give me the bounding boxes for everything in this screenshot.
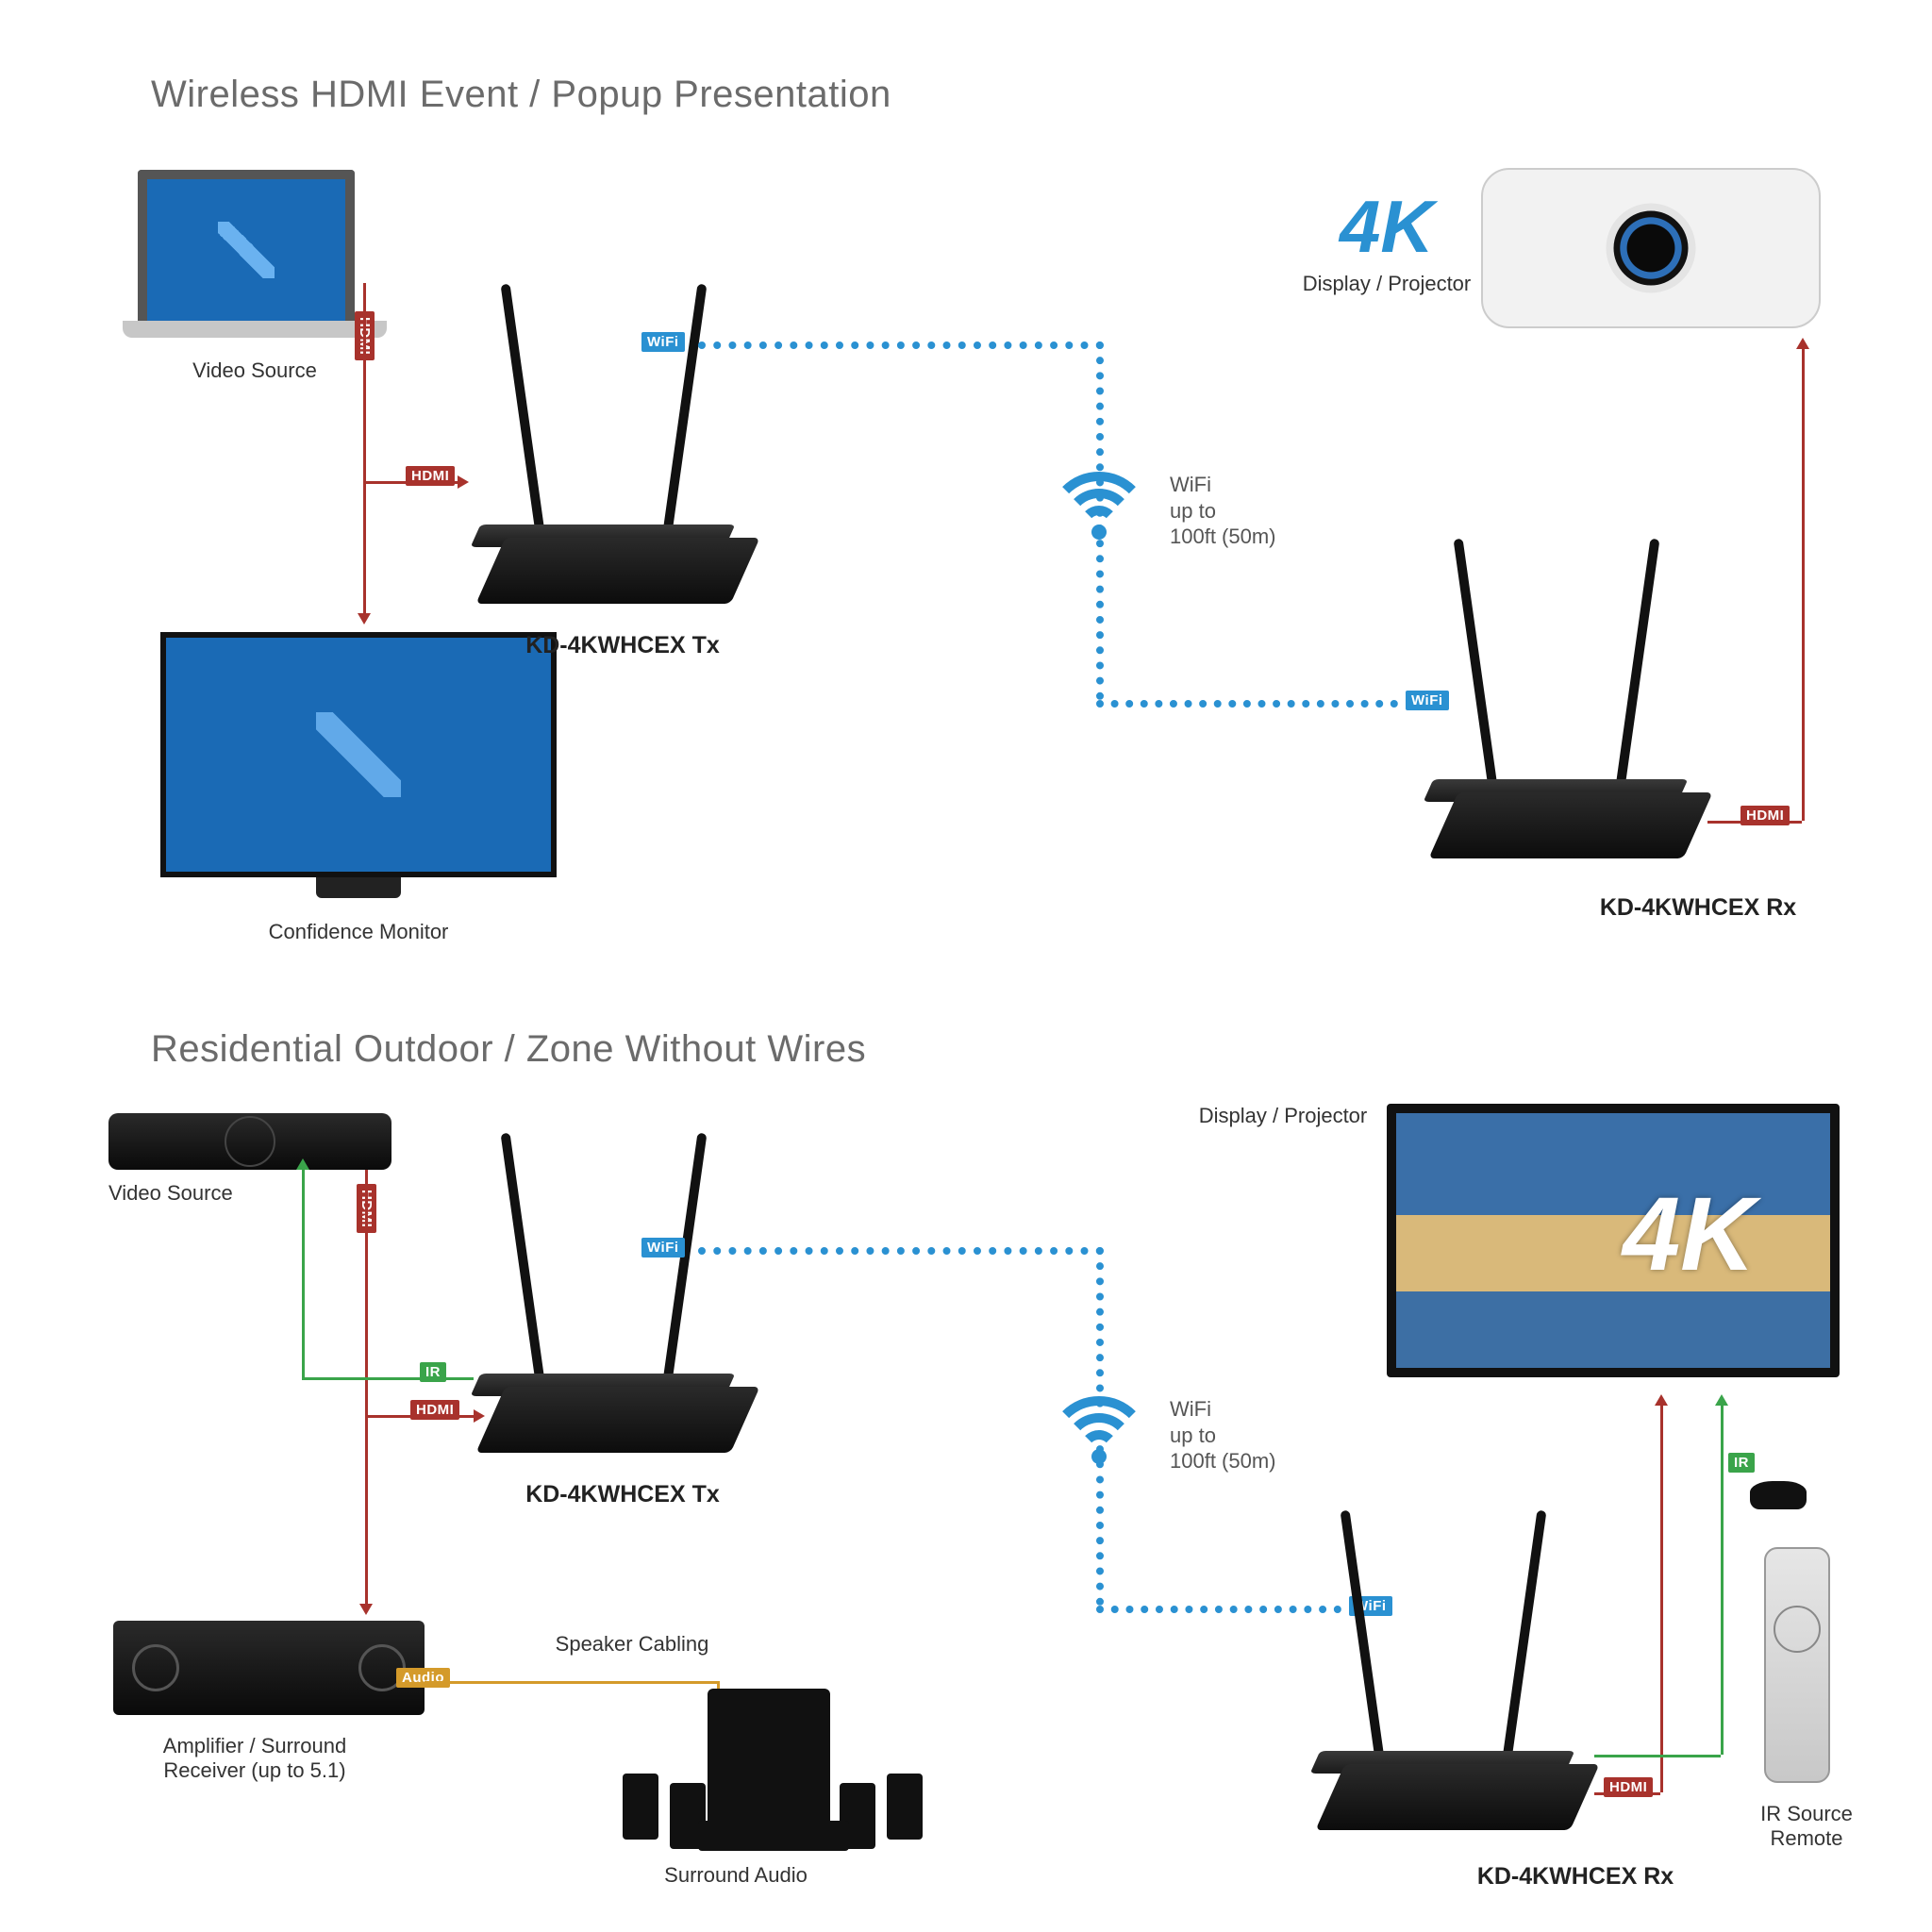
dline-bot-1 xyxy=(698,1247,1104,1255)
tag-wifi-2: WiFi xyxy=(1406,691,1449,710)
wifi-line3b: 100ft (50m) xyxy=(1170,1449,1276,1473)
tag-hdmi-5: HDMI xyxy=(410,1400,459,1420)
dline-bot-3 xyxy=(1096,1606,1341,1613)
line-hdmi-v-rx1 xyxy=(1802,349,1805,821)
tag-ir-1: IR xyxy=(420,1362,446,1382)
label-tx-1: KD-4KWHCEX Tx xyxy=(524,632,722,659)
line-hdmi-rx2-v xyxy=(1660,1406,1663,1792)
label-display-proj-1: Display / Projector xyxy=(1302,272,1472,296)
label-tx-2: KD-4KWHCEX Tx xyxy=(524,1481,722,1508)
dline-top-3 xyxy=(1096,700,1398,708)
label-confidence-monitor: Confidence Monitor xyxy=(255,920,462,944)
line-hdmi-v2 xyxy=(363,481,366,613)
wifi-icon-2 xyxy=(1047,1396,1151,1472)
label-display-proj-2: Display / Projector xyxy=(1179,1104,1387,1128)
section-title-bottom: Residential Outdoor / Zone Without Wires xyxy=(151,1028,866,1071)
arrow-hdmi-6 xyxy=(1655,1394,1668,1406)
label-video-source-1: Video Source xyxy=(160,358,349,383)
line-ir-v1 xyxy=(302,1170,305,1377)
arrow-hdmi-5 xyxy=(359,1604,373,1615)
tag-wifi-1: WiFi xyxy=(641,332,685,352)
label-rx-1: KD-4KWHCEX Rx xyxy=(1594,894,1802,922)
wifi-icon-1 xyxy=(1047,472,1151,547)
line-hdmi-v1 xyxy=(363,283,366,481)
arrow-hdmi-1 xyxy=(458,475,469,489)
fourk-blue: 4K xyxy=(1340,184,1434,270)
tv-icon xyxy=(1387,1104,1840,1377)
label-speaker-cabling: Speaker Cabling xyxy=(538,1632,726,1657)
dline-top-1 xyxy=(698,341,1104,349)
wifi-line1: WiFi xyxy=(1170,473,1211,496)
line-ir-h2 xyxy=(1594,1755,1721,1757)
fourk-white: 4K xyxy=(1623,1174,1756,1294)
label-video-source-2: Video Source xyxy=(108,1181,241,1206)
section-title-top: Wireless HDMI Event / Popup Presentation xyxy=(151,74,891,116)
arrow-hdmi-3 xyxy=(1796,338,1809,349)
projector-icon xyxy=(1481,168,1821,328)
remote-icon xyxy=(1764,1547,1830,1783)
line-ir-h1 xyxy=(302,1377,474,1380)
wifi-info-2: WiFi up to 100ft (50m) xyxy=(1170,1396,1276,1474)
settop-icon xyxy=(108,1113,391,1170)
line-ir-v2 xyxy=(1721,1406,1724,1755)
label-ir-remote: IR Source Remote xyxy=(1750,1802,1863,1851)
line-audio-h xyxy=(425,1681,717,1684)
label-amplifier: Amplifier / Surround Receiver (up to 5.1… xyxy=(123,1734,387,1783)
wifi-info-1: WiFi up to 100ft (50m) xyxy=(1170,472,1276,550)
tag-ir-2: IR xyxy=(1728,1453,1755,1473)
wifi-line1b: WiFi xyxy=(1170,1397,1211,1421)
ir-blaster-icon xyxy=(1750,1481,1807,1509)
label-surround-audio: Surround Audio xyxy=(651,1863,821,1888)
avr-icon xyxy=(113,1621,425,1715)
wifi-line2b: up to xyxy=(1170,1424,1216,1447)
tag-wifi-3: WiFi xyxy=(641,1238,685,1257)
tag-hdmi-2: HDMI xyxy=(406,466,455,486)
arrow-hdmi-2 xyxy=(358,613,371,625)
arrow-ir-1 xyxy=(296,1158,309,1170)
tag-hdmi-3: HDMI xyxy=(1740,806,1790,825)
tag-audio: Audio xyxy=(396,1668,450,1688)
arrow-hdmi-4 xyxy=(474,1409,485,1423)
monitor-icon xyxy=(160,632,557,877)
line-hdmi-v5 xyxy=(365,1415,368,1604)
wifi-line2: up to xyxy=(1170,499,1216,523)
label-rx-2: KD-4KWHCEX Rx xyxy=(1472,1863,1679,1890)
tag-hdmi-6: HDMI xyxy=(1604,1777,1653,1797)
arrow-ir-2 xyxy=(1715,1394,1728,1406)
wifi-line3: 100ft (50m) xyxy=(1170,525,1276,548)
